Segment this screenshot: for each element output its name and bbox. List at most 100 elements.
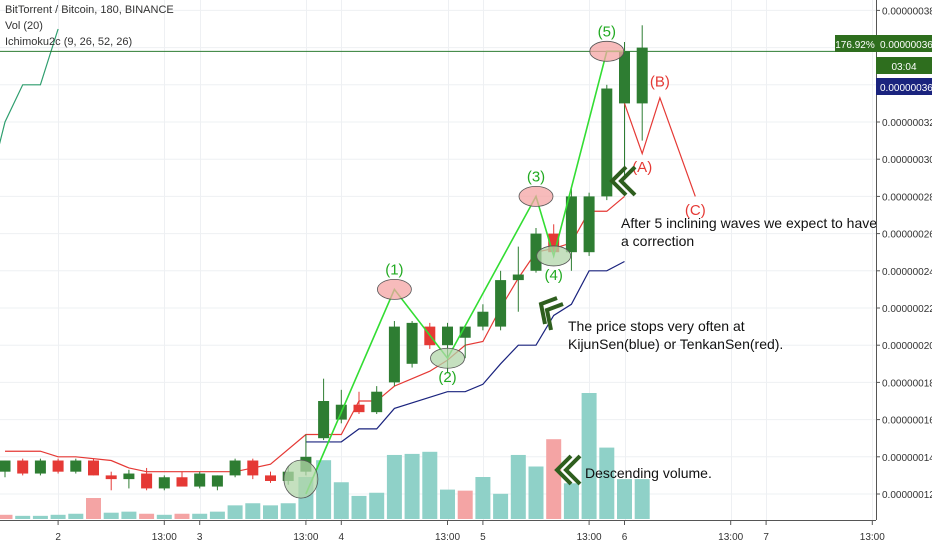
candle[interactable] (70, 458, 82, 474)
candle-body (17, 460, 29, 474)
volume-bar (617, 479, 632, 519)
candle-body (459, 326, 471, 338)
candle[interactable] (194, 471, 206, 489)
candle[interactable] (176, 471, 188, 487)
time-axis[interactable]: 2 13:00 3 13:00 4 13:00 5 13:00 6 13:00 7 13:00 (0, 520, 885, 550)
candle[interactable] (17, 458, 29, 476)
candle[interactable] (265, 471, 276, 483)
wave-pivot-ellipse (376, 278, 412, 300)
candle-body (176, 477, 188, 487)
candle[interactable] (565, 187, 577, 271)
candle[interactable] (88, 458, 99, 476)
candle-body (442, 326, 453, 346)
candle[interactable] (388, 321, 400, 387)
candle-body (371, 391, 383, 413)
volume-bar (0, 514, 13, 519)
chevron-stroke (554, 454, 573, 486)
candle-body (565, 196, 577, 253)
wave-label: (3) (527, 168, 545, 185)
price-tick-label: 0.00000020 (882, 341, 932, 352)
candle[interactable] (636, 25, 648, 141)
candle[interactable] (34, 458, 46, 476)
candle[interactable] (371, 386, 383, 415)
volume-bar (245, 503, 261, 519)
candle[interactable] (335, 389, 347, 424)
candle-body (583, 196, 595, 253)
chevron-stroke (563, 454, 582, 486)
price-tick-label: 0.00000028 (882, 192, 932, 203)
candle[interactable] (406, 321, 418, 368)
volume-bar (192, 513, 208, 519)
percent-change-badge-bg (835, 35, 876, 52)
volume-bar (86, 498, 101, 519)
candle[interactable] (601, 84, 613, 201)
candle[interactable] (141, 467, 153, 491)
candle[interactable] (123, 469, 135, 489)
candle-body (52, 460, 64, 472)
annotation-volume-line: Descending volume. (585, 465, 712, 481)
candle[interactable] (353, 391, 365, 415)
candle-body (495, 280, 507, 327)
wave-label: (5) (598, 23, 616, 40)
correction-label: (A) (632, 159, 652, 176)
volume-bar (333, 482, 349, 519)
elliott-wave-path (305, 50, 625, 495)
candle[interactable] (530, 228, 542, 273)
countdown-badge-bg (876, 57, 932, 74)
time-tick-label: 13:00 (293, 532, 318, 543)
candle-series (0, 25, 648, 491)
candle[interactable] (0, 460, 11, 478)
candle-body (158, 477, 170, 489)
candle[interactable] (495, 270, 507, 331)
volume-bar (15, 515, 31, 519)
candle-body (353, 404, 365, 413)
bracket-price-note (538, 296, 564, 331)
volume-indicator-label[interactable]: Vol (20) (5, 20, 43, 32)
candle[interactable] (105, 471, 117, 491)
correction-path (623, 95, 696, 197)
wave-pivot-ellipse (536, 245, 572, 267)
price-tick-label: 0.00000012 (882, 490, 932, 501)
volume-bar (475, 477, 491, 519)
volume-bar (68, 513, 84, 519)
time-axis-bg (0, 521, 876, 550)
volume-bar (32, 515, 48, 519)
candle[interactable] (247, 458, 259, 480)
volume-bar (263, 505, 278, 519)
annotation-price-line: The price stops very often at (568, 318, 745, 334)
price-top-badge-bg (876, 35, 932, 52)
time-tick-label: 5 (480, 532, 486, 543)
candle[interactable] (211, 475, 223, 491)
current-price-badge: 0.00000036 (880, 83, 932, 94)
ichimoku-indicator-label[interactable]: Ichimoku2c (9, 26, 52, 26) (5, 36, 133, 48)
candle-body (141, 473, 153, 489)
candle[interactable] (477, 304, 489, 331)
candle[interactable] (318, 378, 330, 441)
candle-body (123, 473, 135, 480)
candle[interactable] (583, 192, 595, 256)
volume-bar (316, 460, 332, 519)
correction-labels: (A) (B) (C) (632, 74, 706, 219)
volume-bar (103, 512, 119, 519)
wave-label: (1) (385, 261, 403, 278)
price-tick-label: 0.00000026 (882, 230, 932, 241)
candle[interactable] (158, 475, 170, 491)
candle-body (530, 233, 542, 271)
wave-start-ellipse (283, 459, 319, 499)
candle[interactable] (619, 42, 630, 178)
candle[interactable] (229, 458, 241, 478)
wave-labels: (1) (2) (3) (4) (5) (283, 23, 625, 499)
price-tick-label: 0.00000024 (882, 267, 932, 278)
price-tick-label: 0.00000032 (882, 118, 932, 129)
volume-bar (528, 466, 544, 519)
price-tick-label: 0.00000018 (882, 378, 932, 389)
time-tick-label: 13:00 (718, 532, 743, 543)
candle[interactable] (52, 458, 64, 474)
price-tick-label: 0.00000030 (882, 155, 932, 166)
countdown-badge: 03:04 (891, 62, 916, 73)
candle[interactable] (459, 326, 471, 359)
wave-label: (4) (545, 267, 563, 284)
candle[interactable] (512, 246, 524, 312)
